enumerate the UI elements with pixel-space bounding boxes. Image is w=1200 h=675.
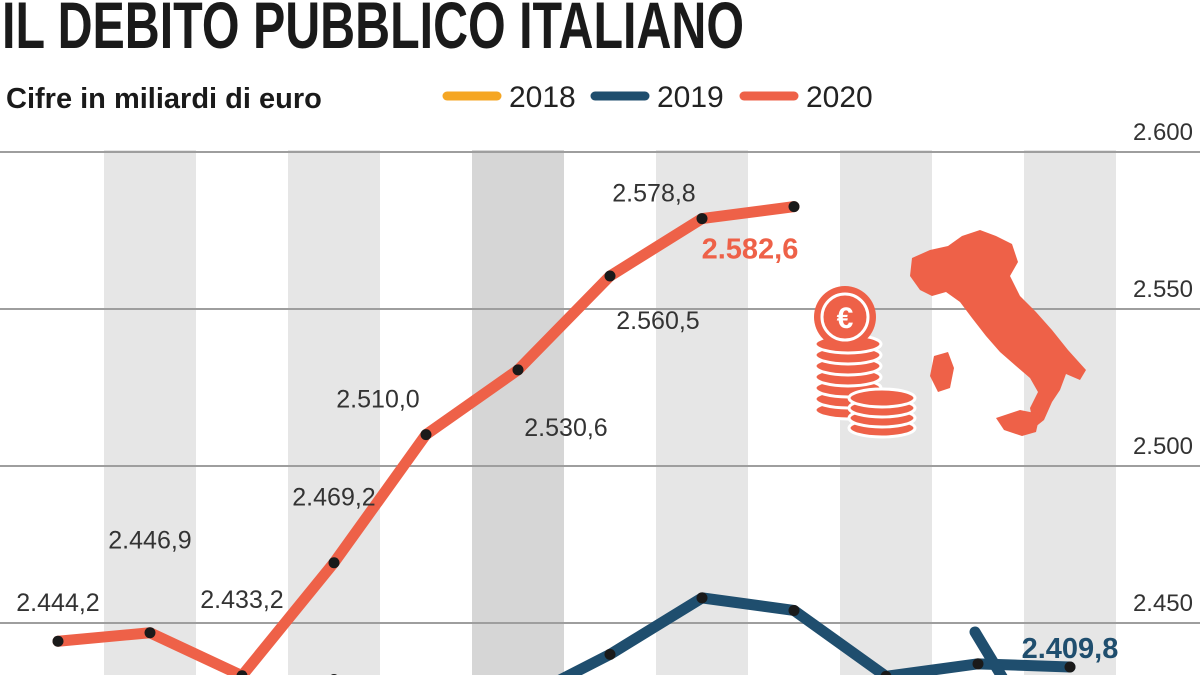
y-tick-label: 2.500	[1133, 433, 1193, 460]
month-band	[104, 150, 196, 675]
data-point-2019	[604, 648, 616, 660]
euro-coins-icon: €	[813, 286, 917, 439]
data-point-2019	[1064, 661, 1076, 673]
month-band	[288, 150, 380, 675]
data-label-2020: 2.433,2	[200, 586, 283, 614]
italy-mainland	[910, 230, 1086, 428]
data-label-2020: 2.530,6	[524, 414, 607, 442]
data-point-2020	[696, 213, 708, 225]
legend-label-2018: 2018	[509, 81, 576, 114]
euro-coin-ring	[820, 292, 870, 342]
data-point-2020	[144, 627, 156, 639]
data-point-2020	[236, 670, 248, 675]
series-2020: 2.444,2 2.446,9 2.433,2 2.469,2 2.510,0 2.530…	[16, 180, 800, 675]
data-point-2019	[972, 658, 984, 670]
y-tick-label: 2.550	[1133, 276, 1193, 303]
sicily	[996, 410, 1040, 436]
data-label-2020: 2.444,2	[16, 589, 99, 617]
series-2019	[330, 592, 1076, 675]
data-point-2019	[696, 592, 708, 604]
data-point-2019	[788, 604, 800, 616]
legend-label-2019: 2019	[657, 81, 724, 114]
data-label-2020-last: 2.582,6	[702, 234, 799, 266]
header: IL DEBITO PUBBLICO ITALIANO Cifre in mili…	[2, 0, 744, 115]
italy-map-icon	[910, 230, 1086, 436]
sardinia	[930, 352, 954, 392]
chart-subtitle: Cifre in miliardi di euro	[6, 83, 322, 115]
data-label-2020: 2.560,5	[616, 307, 699, 335]
y-tick-label: 2.450	[1133, 590, 1193, 617]
data-label-2020: 2.510,0	[336, 386, 419, 414]
data-point-2020	[512, 364, 524, 376]
data-label-2020: 2.446,9	[108, 527, 191, 555]
y-tick-label: 2.600	[1133, 119, 1193, 146]
month-band	[472, 150, 564, 675]
data-point-2020	[328, 557, 340, 569]
legend-label-2020: 2020	[806, 81, 873, 114]
data-point-2020	[52, 635, 64, 647]
data-label-2019-last: 2.409,8	[1022, 633, 1119, 665]
data-label-2020: 2.469,2	[292, 484, 375, 512]
gridlines: 2.450 2.500 2.550 2.600	[0, 119, 1200, 624]
legend: 2018 2019 2020	[442, 81, 873, 114]
data-point-2020	[420, 429, 432, 441]
data-point-2020	[788, 201, 800, 213]
chart-title: IL DEBITO PUBBLICO ITALIANO	[2, 0, 744, 62]
data-label-2020: 2.578,8	[612, 180, 695, 208]
series-line-2019-tail	[969, 626, 1008, 675]
data-point-2019	[880, 670, 892, 675]
euro-symbol: €	[837, 302, 854, 335]
data-point-2020	[604, 270, 616, 282]
coin	[847, 387, 917, 409]
